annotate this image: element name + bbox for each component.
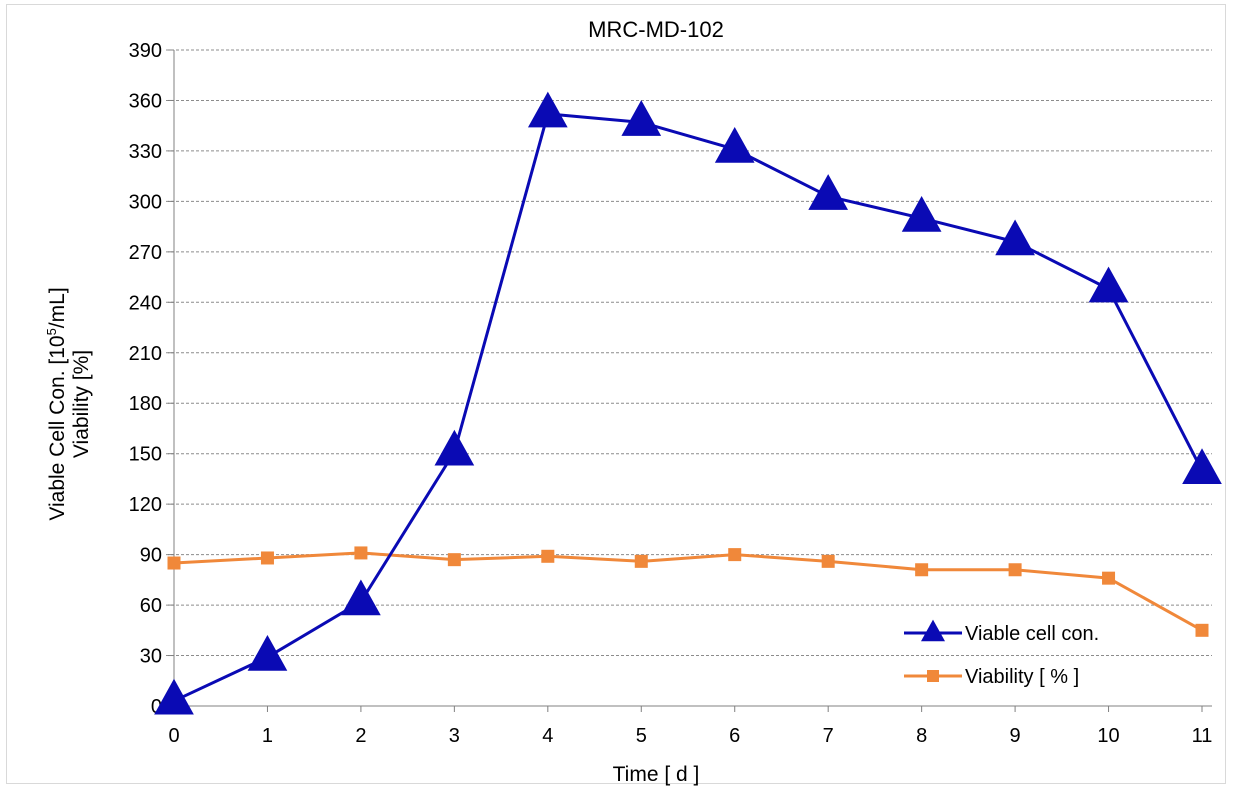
point-viability-7 <box>821 554 835 568</box>
y-tick-label-360: 360 <box>129 90 162 112</box>
x-tick-label-7: 7 <box>823 725 834 747</box>
point-viable-cell-con-0 <box>154 678 194 715</box>
legend-label-viable: Viable cell con. <box>965 623 1099 645</box>
legend-marker-viable <box>921 619 945 642</box>
x-tick-label-9: 9 <box>1010 725 1021 747</box>
point-viability-8 <box>915 563 929 577</box>
point-viable-cell-con-6 <box>714 127 755 163</box>
gridlines <box>166 49 1212 657</box>
series-lines <box>173 112 1204 703</box>
y-tick-labels: 0 30 60 90 120 150 180 210 240 270 300 330 360 390 <box>129 40 162 718</box>
y-tick-label-120: 120 <box>129 494 162 516</box>
x-tick-label-2: 2 <box>355 725 366 747</box>
point-viability-11 <box>1195 623 1209 637</box>
series-markers <box>154 91 1222 715</box>
x-axis-title: Time [ d ] <box>613 763 700 786</box>
y-axis-title: Viable Cell Con. [105/mL] Viability [%] <box>44 287 93 520</box>
point-viability-0 <box>167 556 181 570</box>
y-tick-label-300: 300 <box>129 191 162 213</box>
x-tick-label-5: 5 <box>636 725 647 747</box>
point-viability-6 <box>728 548 742 562</box>
point-viability-9 <box>1008 563 1022 577</box>
point-viable-cell-con-8 <box>901 195 942 232</box>
point-viability-3 <box>447 553 461 567</box>
y-tick-label-210: 210 <box>129 343 162 365</box>
y-tick-label-270: 270 <box>129 242 162 264</box>
chart-title: MRC-MD-102 <box>588 17 724 42</box>
point-viability-5 <box>634 554 648 568</box>
y-tick-label-390: 390 <box>129 40 162 62</box>
x-tick-label-1: 1 <box>262 725 273 747</box>
point-viability-2 <box>354 546 368 560</box>
point-viable-cell-con-11 <box>1182 448 1222 485</box>
y-tick-label-330: 330 <box>129 141 162 163</box>
x-tick-label-0: 0 <box>168 725 179 747</box>
x-tick-label-11: 11 <box>1192 725 1213 747</box>
series-line-viable-cell-con <box>173 112 1204 703</box>
point-viable-cell-con-9 <box>995 219 1035 256</box>
x-tick-label-6: 6 <box>729 725 740 747</box>
point-viable-cell-con-7 <box>808 174 849 210</box>
y-tick-label-60: 60 <box>140 595 162 617</box>
legend-marker-viability <box>927 670 939 682</box>
point-viable-cell-con-4 <box>527 91 568 128</box>
legend-label-viability: Viability [ % ] <box>965 666 1079 688</box>
point-viability-4 <box>541 549 555 563</box>
x-tick-label-4: 4 <box>542 725 553 747</box>
point-viable-cell-con-1 <box>247 634 288 671</box>
x-tick-label-10: 10 <box>1097 725 1119 747</box>
y-tick-label-180: 180 <box>129 393 162 415</box>
series-line-viability <box>173 551 1203 632</box>
chart-frame <box>6 4 1226 784</box>
legend: Viable cell con. Viability [ % ] <box>904 619 1099 688</box>
y-tick-label-150: 150 <box>129 444 162 466</box>
y-axis-title-line1: Viable Cell Con. [105/mL] <box>44 287 69 520</box>
axes <box>168 49 1212 712</box>
x-tick-labels: 0 1 2 3 4 5 6 7 8 9 10 11 <box>168 725 1212 747</box>
point-viable-cell-con-2 <box>341 579 381 616</box>
x-tick-label-8: 8 <box>916 725 927 747</box>
point-viable-cell-con-3 <box>434 429 475 466</box>
point-viability-1 <box>260 551 274 565</box>
y-tick-label-30: 30 <box>140 646 162 668</box>
point-viable-cell-con-5 <box>621 100 662 136</box>
point-viability-10 <box>1102 571 1116 585</box>
y-tick-label-90: 90 <box>140 545 162 567</box>
y-axis-title-line2: Viability [%] <box>70 350 93 458</box>
y-tick-label-0: 0 <box>151 696 162 718</box>
y-tick-label-240: 240 <box>129 292 162 314</box>
x-tick-label-3: 3 <box>449 725 460 747</box>
point-viable-cell-con-10 <box>1088 266 1129 303</box>
